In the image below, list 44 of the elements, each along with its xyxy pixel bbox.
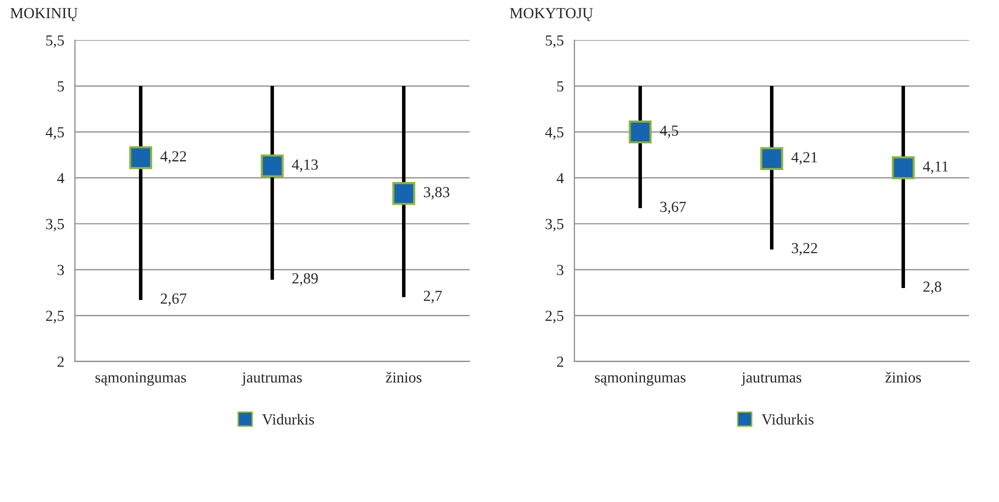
point <box>129 146 152 170</box>
y-tick-label: 4,5 <box>46 127 64 140</box>
y-tick-label: 2 <box>58 356 64 367</box>
annotation: 3,67 <box>660 202 686 214</box>
point <box>892 156 915 180</box>
data-label: 4,22 <box>160 151 186 164</box>
y-tick-label: 4 <box>57 173 64 184</box>
point <box>628 120 652 144</box>
data-label: 3,83 <box>424 186 450 200</box>
x-tick-label: žinios <box>386 372 422 383</box>
data-label: 4,5 <box>660 126 678 138</box>
y-tick-label: 4,5 <box>545 127 564 140</box>
annotation: 3,22 <box>792 243 818 256</box>
data-label: 4,11 <box>923 161 948 174</box>
x-tick-label: sąmoningumas <box>594 372 686 386</box>
x-tick-label: jautrumas <box>242 372 302 386</box>
y-tick-label: 5 <box>557 81 564 92</box>
annotation: 2,7 <box>424 290 442 304</box>
y-tick-label: 2 <box>557 356 564 367</box>
annotation: 2,8 <box>923 282 942 294</box>
point <box>760 147 784 170</box>
point <box>260 154 284 178</box>
y-tick-label: 3,5 <box>546 218 564 232</box>
y-tick-label: 3,5 <box>46 218 64 232</box>
y-tick-label: 5,5 <box>546 35 564 48</box>
y-tick-label: 3 <box>58 264 64 276</box>
y-tick-label: 4 <box>556 173 564 184</box>
x-tick-label: sąmoningumas <box>95 372 186 386</box>
y-tick-label: 5 <box>58 81 64 92</box>
annotation: 2,89 <box>292 273 318 286</box>
chart-title: MOKYTOJŲ <box>510 8 593 22</box>
data-label: 4,13 <box>292 159 318 172</box>
chart-title: MOKINIŲ <box>10 8 78 22</box>
legend-label: Vidurkis <box>262 414 314 425</box>
y-tick-label: 2,5 <box>546 310 564 324</box>
data-label: 4,21 <box>791 152 817 165</box>
y-tick-label: 3 <box>557 264 564 276</box>
x-tick-label: jautrumas <box>741 372 802 386</box>
annotation: 2,67 <box>160 293 186 306</box>
y-tick-label: 5,5 <box>46 35 64 48</box>
x-tick-label: žinios <box>885 372 921 383</box>
point <box>392 182 416 205</box>
y-tick-label: 2,5 <box>46 310 64 324</box>
legend-label: Vidurkis <box>762 414 814 425</box>
